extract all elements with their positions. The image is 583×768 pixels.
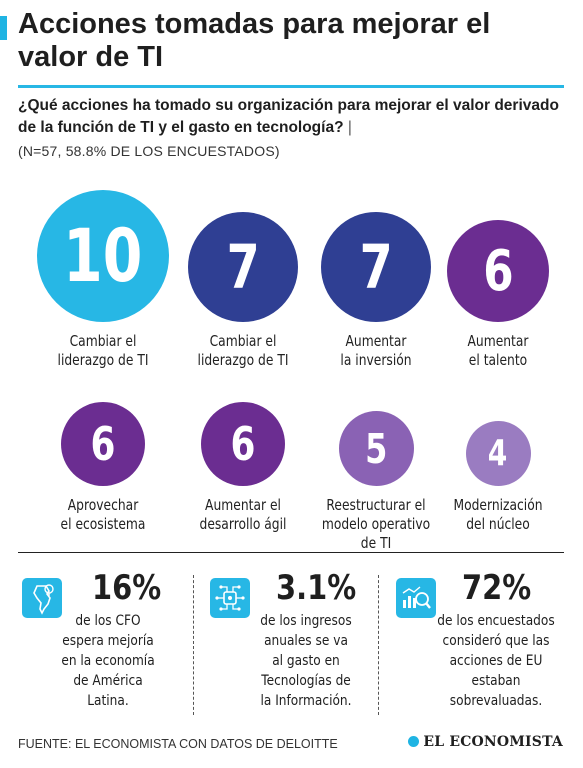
bubble-label-line: del núcleo <box>466 515 530 533</box>
stat-text-line: la Información. <box>260 693 352 709</box>
bubble-label-line: Aumentar <box>345 332 407 350</box>
bubble-label-line: el talento <box>468 351 528 369</box>
bubble-value-label: 7 <box>359 231 393 303</box>
publisher-logo: EL ECONOMISTA <box>408 734 563 750</box>
bubble-label-line: Modernización <box>453 496 543 514</box>
bubble-value-label: 6 <box>230 417 256 471</box>
stat-text-line: espera mejoría <box>62 633 154 649</box>
bubble-label-line: Cambiar el <box>209 332 277 350</box>
source-note: FUENTE: EL ECONOMISTA CON DATOS DE DELOI… <box>18 737 338 751</box>
logo-text: EL ECONOMISTA <box>423 734 563 750</box>
bubble-chart: 10 Cambiar el liderazgo de TI 7 Cambiar el li… <box>37 190 556 553</box>
bubble-category-label: Aumentar el desarrollo ágil <box>186 496 301 534</box>
logo-mark-icon <box>408 736 420 747</box>
stat-text-line: de los ingresos <box>260 613 352 629</box>
bubble-label-line: la inversión <box>340 351 412 369</box>
stat-text-line: de los CFO <box>75 613 141 629</box>
bubble-value-label: 7 <box>226 231 260 303</box>
bubble-label-line: de TI <box>360 534 392 552</box>
bubble-category-label: Reestructurar el modelo operativo de TI <box>319 496 434 553</box>
bubble-label-line: Aumentar el <box>205 496 281 514</box>
bubble-category-label: Aumentar el talento <box>441 332 556 370</box>
chart-magnifier-icon <box>396 578 436 618</box>
bubble-label-line: Aumentar <box>467 332 529 350</box>
bubble-label-line: Reestructurar el <box>326 496 426 514</box>
stat-text-line: Tecnologías de <box>261 673 351 689</box>
stat-text-line: consideró que las <box>442 633 550 649</box>
stat-text-line: anuales se va <box>264 633 348 649</box>
bubble-value: 6 <box>61 402 145 486</box>
bubble-value: 6 <box>447 220 549 322</box>
survey-question: ¿Qué acciones ha tomado su organización … <box>18 95 566 139</box>
bubble-label-line: Aprovechar <box>67 496 139 514</box>
stat-text-line: sobrevaluadas. <box>449 693 543 709</box>
bubble-value-label: 4 <box>488 433 508 474</box>
bubble-category-label: Aprovechar el ecosistema <box>46 496 161 534</box>
stat-text-line: de América <box>73 673 143 689</box>
bubble-value-label: 10 <box>63 213 143 299</box>
section-divider <box>18 552 564 553</box>
title-accent-bar <box>0 16 7 40</box>
question-text: ¿Qué acciones ha tomado su organización … <box>18 97 559 136</box>
bubble-category-label: Modernización del núcleo <box>441 496 556 534</box>
stat-divider <box>193 575 194 715</box>
bubble-value: 4 <box>465 421 531 486</box>
sample-note: (N=57, 58.8% DE LOS ENCUESTADOS) <box>18 143 280 159</box>
stat-text-line: al gasto en <box>272 653 340 669</box>
bubble-value: 10 <box>37 190 169 322</box>
bubble-value: 7 <box>321 212 431 322</box>
bubble-category-label: Aumentar la inversión <box>319 332 434 370</box>
bubble-label-line: liderazgo de TI <box>197 351 289 369</box>
stat-cfo-value: 16% <box>92 568 162 608</box>
stat-it-spend-value: 3.1% <box>276 568 357 608</box>
bubble-label-line: Cambiar el <box>69 332 137 350</box>
stat-text-line: de los encuestados <box>437 613 555 629</box>
stat-text-line: Latina. <box>87 693 129 709</box>
bubble-value: 6 <box>201 402 285 486</box>
bubble-value-label: 6 <box>90 417 116 471</box>
question-separator: | <box>347 119 352 136</box>
stat-it-spend-text: de los ingresos anuales se va al gasto e… <box>239 611 373 711</box>
bubble-label-line: modelo operativo <box>321 515 431 533</box>
stat-survey-value: 72% <box>462 568 532 608</box>
bubble-label-line: liderazgo de TI <box>57 351 149 369</box>
stat-divider <box>378 575 379 715</box>
stat-cfo-text: de los CFO espera mejoría en la economía… <box>41 611 175 711</box>
title-divider <box>18 85 564 88</box>
bubble-category-label: Cambiar el liderazgo de TI <box>186 332 301 370</box>
stat-survey-text: de los encuestados consideró que las acc… <box>429 611 563 711</box>
stat-text-line: en la economía <box>61 653 155 669</box>
circuit-chip-icon <box>210 578 250 618</box>
bubble-label-line: desarrollo ágil <box>199 515 287 533</box>
bubble-value-label: 6 <box>482 238 514 304</box>
bubble-value: 5 <box>338 411 414 486</box>
latin-america-map-icon <box>22 578 62 618</box>
bubble-category-label: Cambiar el liderazgo de TI <box>46 332 161 370</box>
page-title: Acciones tomadas para mejorar el valor d… <box>18 8 491 73</box>
stat-text-line: acciones de EU <box>449 653 543 669</box>
stat-text-line: estaban <box>471 673 521 689</box>
bubble-value: 7 <box>188 212 298 322</box>
bubble-label-line: el ecosistema <box>60 515 146 533</box>
bubble-value-label: 5 <box>364 424 388 473</box>
